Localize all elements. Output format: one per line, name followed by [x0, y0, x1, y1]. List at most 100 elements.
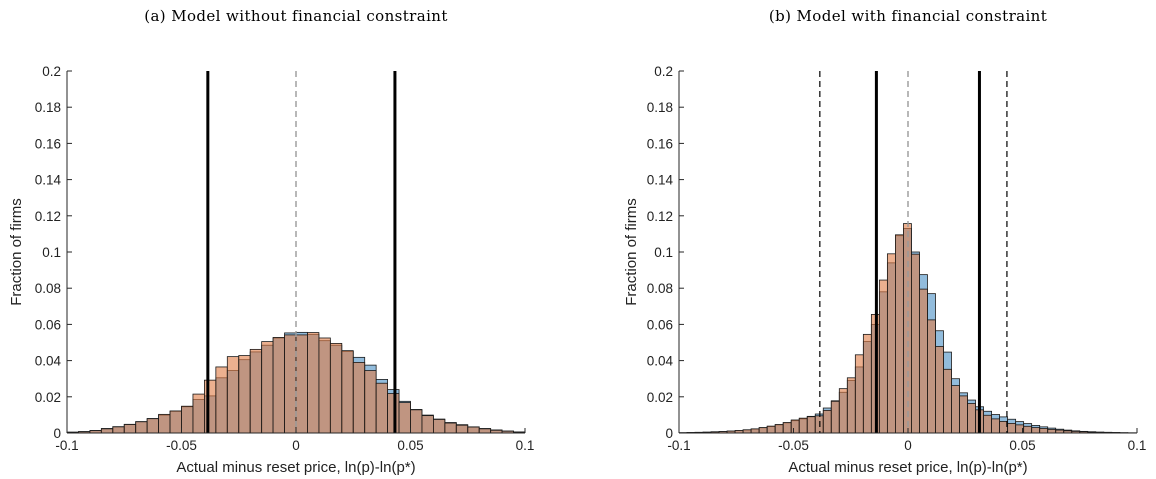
- panel-a-x-tick-label-4: 0.1: [516, 438, 535, 453]
- panel-a-series-2-bar-10: [169, 410, 182, 433]
- panel-b-title: (b) Model with financial constraint: [769, 7, 1047, 25]
- panel-b-y-tick-label-8: 0.16: [647, 136, 673, 151]
- panel-b-x-axis-label: Actual minus reset price, ln(p)-ln(p*): [788, 459, 1027, 476]
- panel-b-bars: [679, 223, 1137, 433]
- panel-b-series-2-bar-25: [878, 279, 888, 433]
- panel-a-series-2-bar-19: [272, 337, 285, 433]
- panel-b-reference-lines: [819, 71, 1008, 433]
- panel-b-series-2-bar-22: [854, 354, 864, 433]
- panel-a-series-2-bar-34: [444, 422, 457, 433]
- panel-a-y-axis-label: Fraction of firms: [8, 198, 25, 306]
- panel-a-series-2-bar-28: [375, 382, 388, 433]
- panel-b-y-tick-label-5: 0.1: [654, 245, 673, 260]
- panel-b-series-2-bar-15: [798, 417, 808, 433]
- panel-b-series-2-bar-9: [750, 428, 760, 433]
- panel-a-series-2-bar-6: [123, 424, 137, 433]
- panel-a-series-2-bar-8: [146, 418, 159, 433]
- panel-b-series-2-bar-35: [959, 395, 968, 433]
- panel-b-series-2-bar-20: [838, 388, 848, 433]
- panel-a-series-2-bar-24: [329, 342, 343, 433]
- panel-a-series-2-bar-35: [455, 424, 469, 433]
- panel-a-series-2-bar-16: [238, 355, 251, 433]
- panel-b-series-2-bar-12: [774, 424, 784, 433]
- panel-a-series-2-bar-31: [410, 409, 423, 433]
- panel-b-axes: 0 0.02 0.04 0.06 0.08 0.1 0.12 0.14 0.16 0.18 0.2 -…: [647, 64, 1147, 453]
- panel-b-y-tick-label-10: 0.2: [654, 64, 673, 79]
- panel-b-series-2-bar-32: [935, 346, 944, 433]
- panel-b-series-2-bar-19: [830, 400, 840, 433]
- panel-a-title: (a) Model without financial constraint: [144, 7, 448, 25]
- panel-b-series-2-bar-10: [758, 427, 768, 433]
- panel-a-series-2-bar-32: [421, 415, 434, 433]
- panel-a-x-tick-label-0: -0.1: [55, 438, 78, 453]
- panel-a-series-2-bar-21: [295, 334, 308, 433]
- panel-b-series-2-bar-41: [1007, 423, 1017, 433]
- panel-a-y-tick-label-0: 0: [53, 426, 61, 441]
- panel-a-series-2-bar-20: [284, 334, 297, 433]
- panel-a-y-tick-label-2: 0.04: [35, 354, 62, 369]
- panel-a-axes: 0 0.02 0.04 0.06 0.08 0.1 0.12 0.14 0.16 0.18 0.2 -…: [35, 64, 535, 453]
- panel-b-x-tick-label-0: -0.1: [667, 438, 690, 453]
- panel-a-series-2-bar-23: [318, 337, 331, 433]
- panel-a-series-2-bar-18: [261, 341, 274, 433]
- panel-a-series-2-bar-37: [478, 428, 492, 433]
- panel-b-series-2-bar-36: [967, 403, 976, 433]
- panel-a-x-tick-label-3: 0.05: [397, 438, 423, 453]
- panel-b-series-2-bar-39: [991, 418, 1001, 433]
- panel-a-y-tick-label-6: 0.12: [35, 209, 61, 224]
- panel-b: (b) Model with financial constraint 0 0.0…: [623, 7, 1146, 476]
- panel-a-series-2-bar-11: [181, 405, 194, 433]
- panel-b-y-axis-label: Fraction of firms: [623, 198, 640, 306]
- panel-a-series-2-bar-17: [249, 348, 263, 433]
- panel-b-series-2-bar-11: [766, 425, 776, 433]
- panel-b-x-tick-label-3: 0.05: [1009, 438, 1035, 453]
- panel-a-y-tick-label-3: 0.06: [35, 317, 61, 332]
- panel-a-series-2-bar-27: [364, 370, 377, 433]
- panel-a-series-2-bar-7: [135, 421, 148, 433]
- panel-b-series-2-bar-26: [886, 253, 896, 433]
- panel-b-series-2-bar-45: [1039, 428, 1049, 433]
- panel-b-series-2-bar-33: [943, 368, 952, 433]
- panel-a-y-tick-label-9: 0.18: [35, 100, 61, 115]
- panel-a-x-tick-label-1: -0.05: [166, 438, 197, 453]
- panel-b-y-tick-label-9: 0.18: [647, 100, 673, 115]
- panel-b-series-2-bar-18: [822, 409, 832, 433]
- panel-b-series-2-bar-27: [895, 234, 904, 433]
- panel-b-x-tick-label-1: -0.05: [778, 438, 809, 453]
- panel-a-bars: [67, 331, 525, 433]
- panel-b-series-2-bar-21: [846, 377, 856, 433]
- panel-a-y-tick-label-5: 0.1: [42, 245, 61, 260]
- panel-a-series-2-bar-15: [226, 356, 240, 433]
- panel-b-series-2-bar-46: [1047, 428, 1057, 433]
- panel-a: (a) Model without financial constraint 0…: [8, 7, 535, 476]
- panel-a-series-2-bar-30: [398, 402, 411, 433]
- panel-a-series-2-bar-29: [387, 393, 400, 433]
- panel-a-series-2-bar-25: [341, 350, 354, 433]
- panel-b-y-tick-label-4: 0.08: [647, 281, 673, 296]
- panel-b-series-2-bar-30: [919, 288, 928, 433]
- panel-a-series-2-bar-14: [215, 366, 228, 433]
- panel-a-x-tick-label-2: 0: [292, 438, 300, 453]
- panel-b-x-tick-label-2: 0: [904, 438, 912, 453]
- panel-a-y-tick-label-7: 0.14: [35, 173, 62, 188]
- panel-b-y-tick-label-0: 0: [665, 426, 673, 441]
- panel-b-series-2-bar-13: [782, 422, 792, 433]
- panel-a-series-2-bar-26: [352, 362, 366, 433]
- panel-a-series-2-bar-5: [112, 426, 125, 433]
- panel-b-y-tick-label-2: 0.04: [647, 354, 674, 369]
- panel-b-series-2-bar-23: [862, 333, 872, 433]
- panel-a-series-2-bar-36: [467, 426, 480, 433]
- panel-b-series-2-bar-44: [1031, 427, 1041, 433]
- panel-a-series-2-bar-12: [192, 393, 205, 433]
- panel-b-series-2-bar-29: [911, 253, 920, 433]
- panel-a-reference-lines: [206, 71, 397, 433]
- panel-b-y-tick-label-1: 0.02: [647, 390, 673, 405]
- panel-b-series-2-bar-31: [927, 319, 936, 433]
- panel-a-x-axis-label: Actual minus reset price, ln(p)-ln(p*): [176, 459, 415, 476]
- panel-a-y-tick-label-10: 0.2: [42, 64, 61, 79]
- panel-b-series-2-bar-38: [983, 414, 992, 433]
- panel-a-series-2-bar-13: [203, 379, 217, 433]
- panel-b-y-tick-label-6: 0.12: [647, 209, 673, 224]
- panel-b-series-2-bar-16: [806, 416, 816, 433]
